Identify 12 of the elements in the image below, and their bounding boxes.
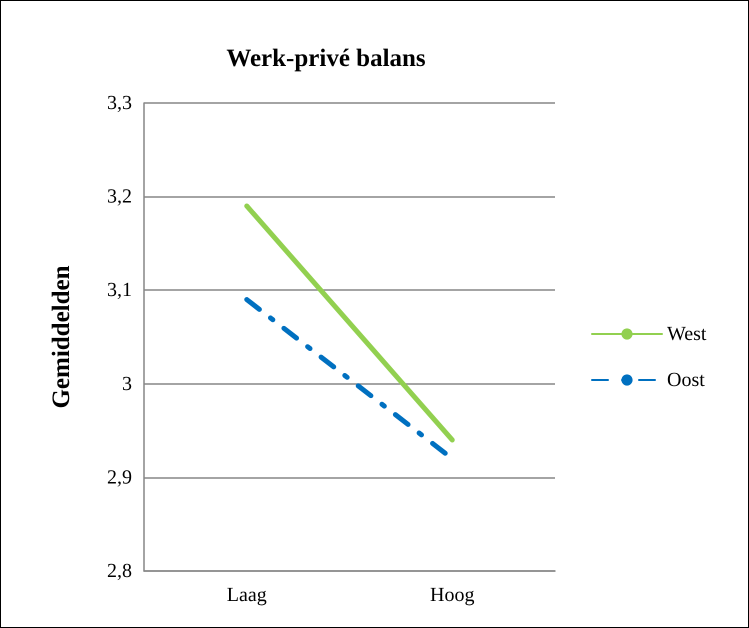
legend-label: West — [667, 323, 707, 345]
chart-title: Werk-privé balans — [226, 45, 426, 72]
x-tick-label: Laag — [226, 584, 267, 606]
y-tick-label: 2,8 — [107, 560, 132, 582]
y-tick-label: 2,9 — [107, 466, 132, 488]
y-tick-label: 3,2 — [107, 186, 132, 208]
y-tick-label: 3 — [122, 372, 132, 395]
y-tick-label: 3,3 — [107, 92, 132, 114]
x-tick-label: Hoog — [430, 584, 474, 606]
y-axis-title: Gemiddelden — [48, 265, 75, 409]
y-tick-label: 3,1 — [107, 279, 132, 302]
legend-label: Oost — [667, 369, 706, 391]
